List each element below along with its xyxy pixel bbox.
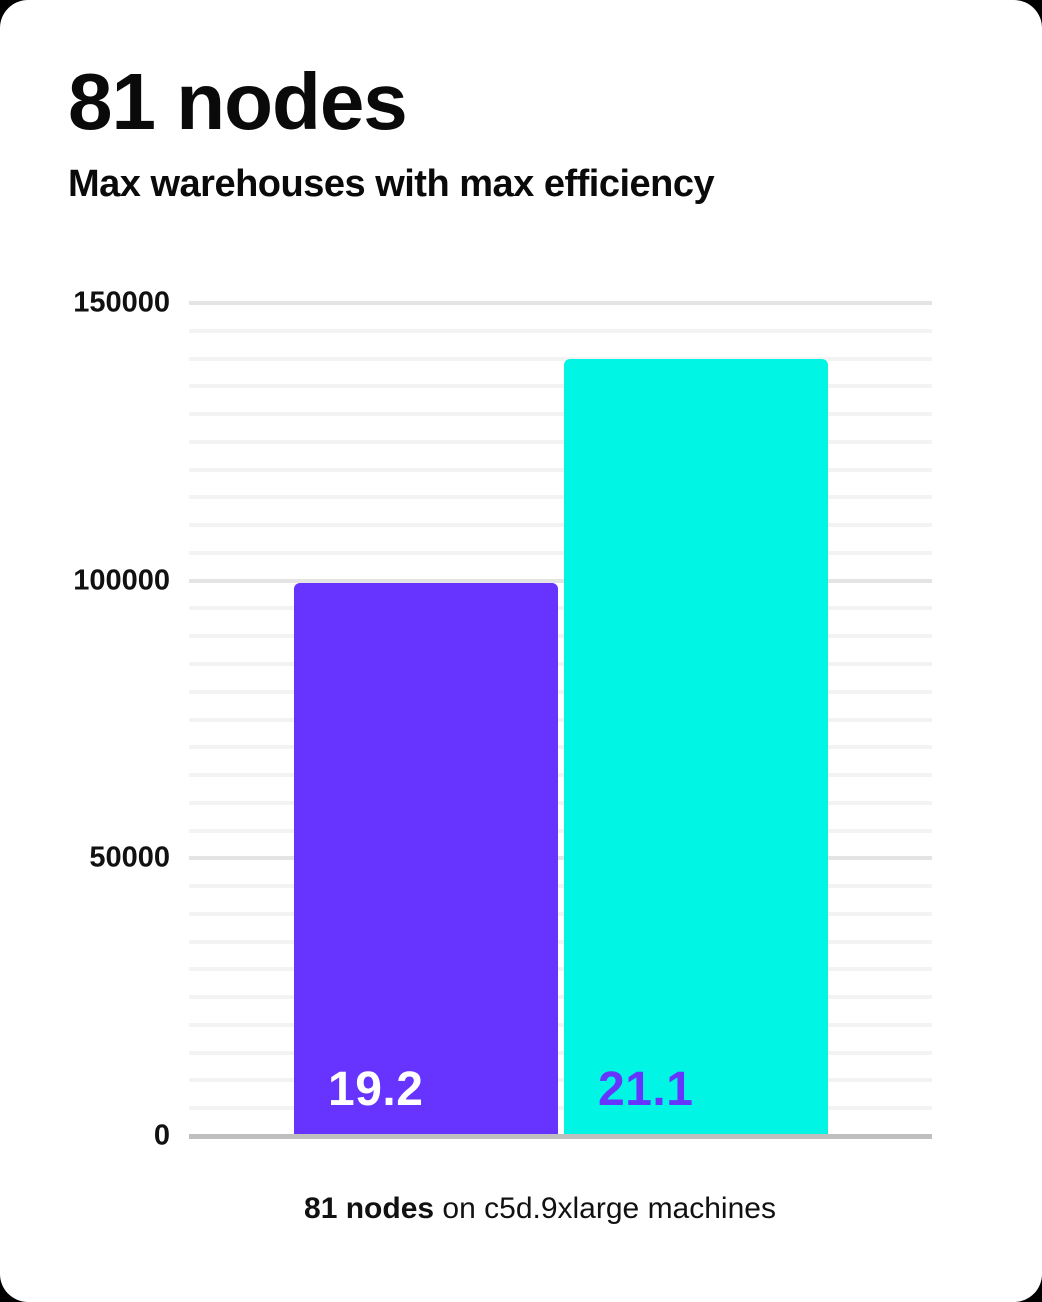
bar-21.1[interactable]: 21.1	[564, 358, 828, 1136]
minor-gridline	[189, 911, 932, 916]
minor-gridline	[189, 384, 932, 389]
minor-gridline	[189, 495, 932, 500]
x-axis-line	[189, 1134, 932, 1139]
minor-gridline	[189, 995, 932, 1000]
minor-gridline	[189, 523, 932, 528]
major-gridline	[189, 578, 932, 583]
chart-caption: 81 nodes on c5d.9xlarge machines	[148, 1192, 932, 1226]
minor-gridline	[189, 967, 932, 972]
bar-value-label-21.1: 21.1	[598, 1063, 694, 1116]
minor-gridline	[189, 356, 932, 361]
y-tick-label: 0	[153, 1119, 170, 1152]
bar-19.2[interactable]: 19.2	[294, 583, 558, 1136]
minor-gridline	[189, 1022, 932, 1027]
plot-area: 19.2 21.1	[189, 301, 932, 1139]
y-tick-label: 150000	[73, 286, 170, 319]
major-gridline	[189, 856, 932, 861]
y-tick-label: 50000	[89, 841, 170, 874]
caption-bold-text: 81 nodes	[304, 1192, 435, 1225]
minor-gridline	[189, 661, 932, 666]
minor-gridline	[189, 328, 932, 333]
minor-gridline	[189, 717, 932, 722]
minor-gridline	[189, 412, 932, 417]
bar-value-label-19.2: 19.2	[328, 1063, 424, 1116]
minor-gridline	[189, 634, 932, 639]
minor-gridline	[189, 939, 932, 944]
minor-gridline	[189, 1078, 932, 1083]
minor-gridline	[189, 689, 932, 694]
caption-regular-text: on c5d.9xlarge machines	[434, 1192, 776, 1225]
minor-gridline	[189, 745, 932, 750]
minor-gridline	[189, 1050, 932, 1055]
minor-gridline	[189, 439, 932, 444]
minor-gridline	[189, 467, 932, 472]
minor-gridline	[189, 884, 932, 889]
minor-gridline	[189, 828, 932, 833]
minor-gridline	[189, 550, 932, 555]
minor-gridline	[189, 1106, 932, 1111]
minor-gridline	[189, 800, 932, 805]
chart-subtitle: Max warehouses with max efficiency	[68, 163, 715, 205]
y-tick-label: 100000	[73, 564, 170, 597]
minor-gridline	[189, 606, 932, 611]
major-gridline	[189, 301, 932, 305]
chart-title: 81 nodes	[68, 57, 408, 146]
y-axis-tick-labels: 0 50000 100000 150000	[0, 0, 170, 1302]
minor-gridline	[189, 773, 932, 778]
